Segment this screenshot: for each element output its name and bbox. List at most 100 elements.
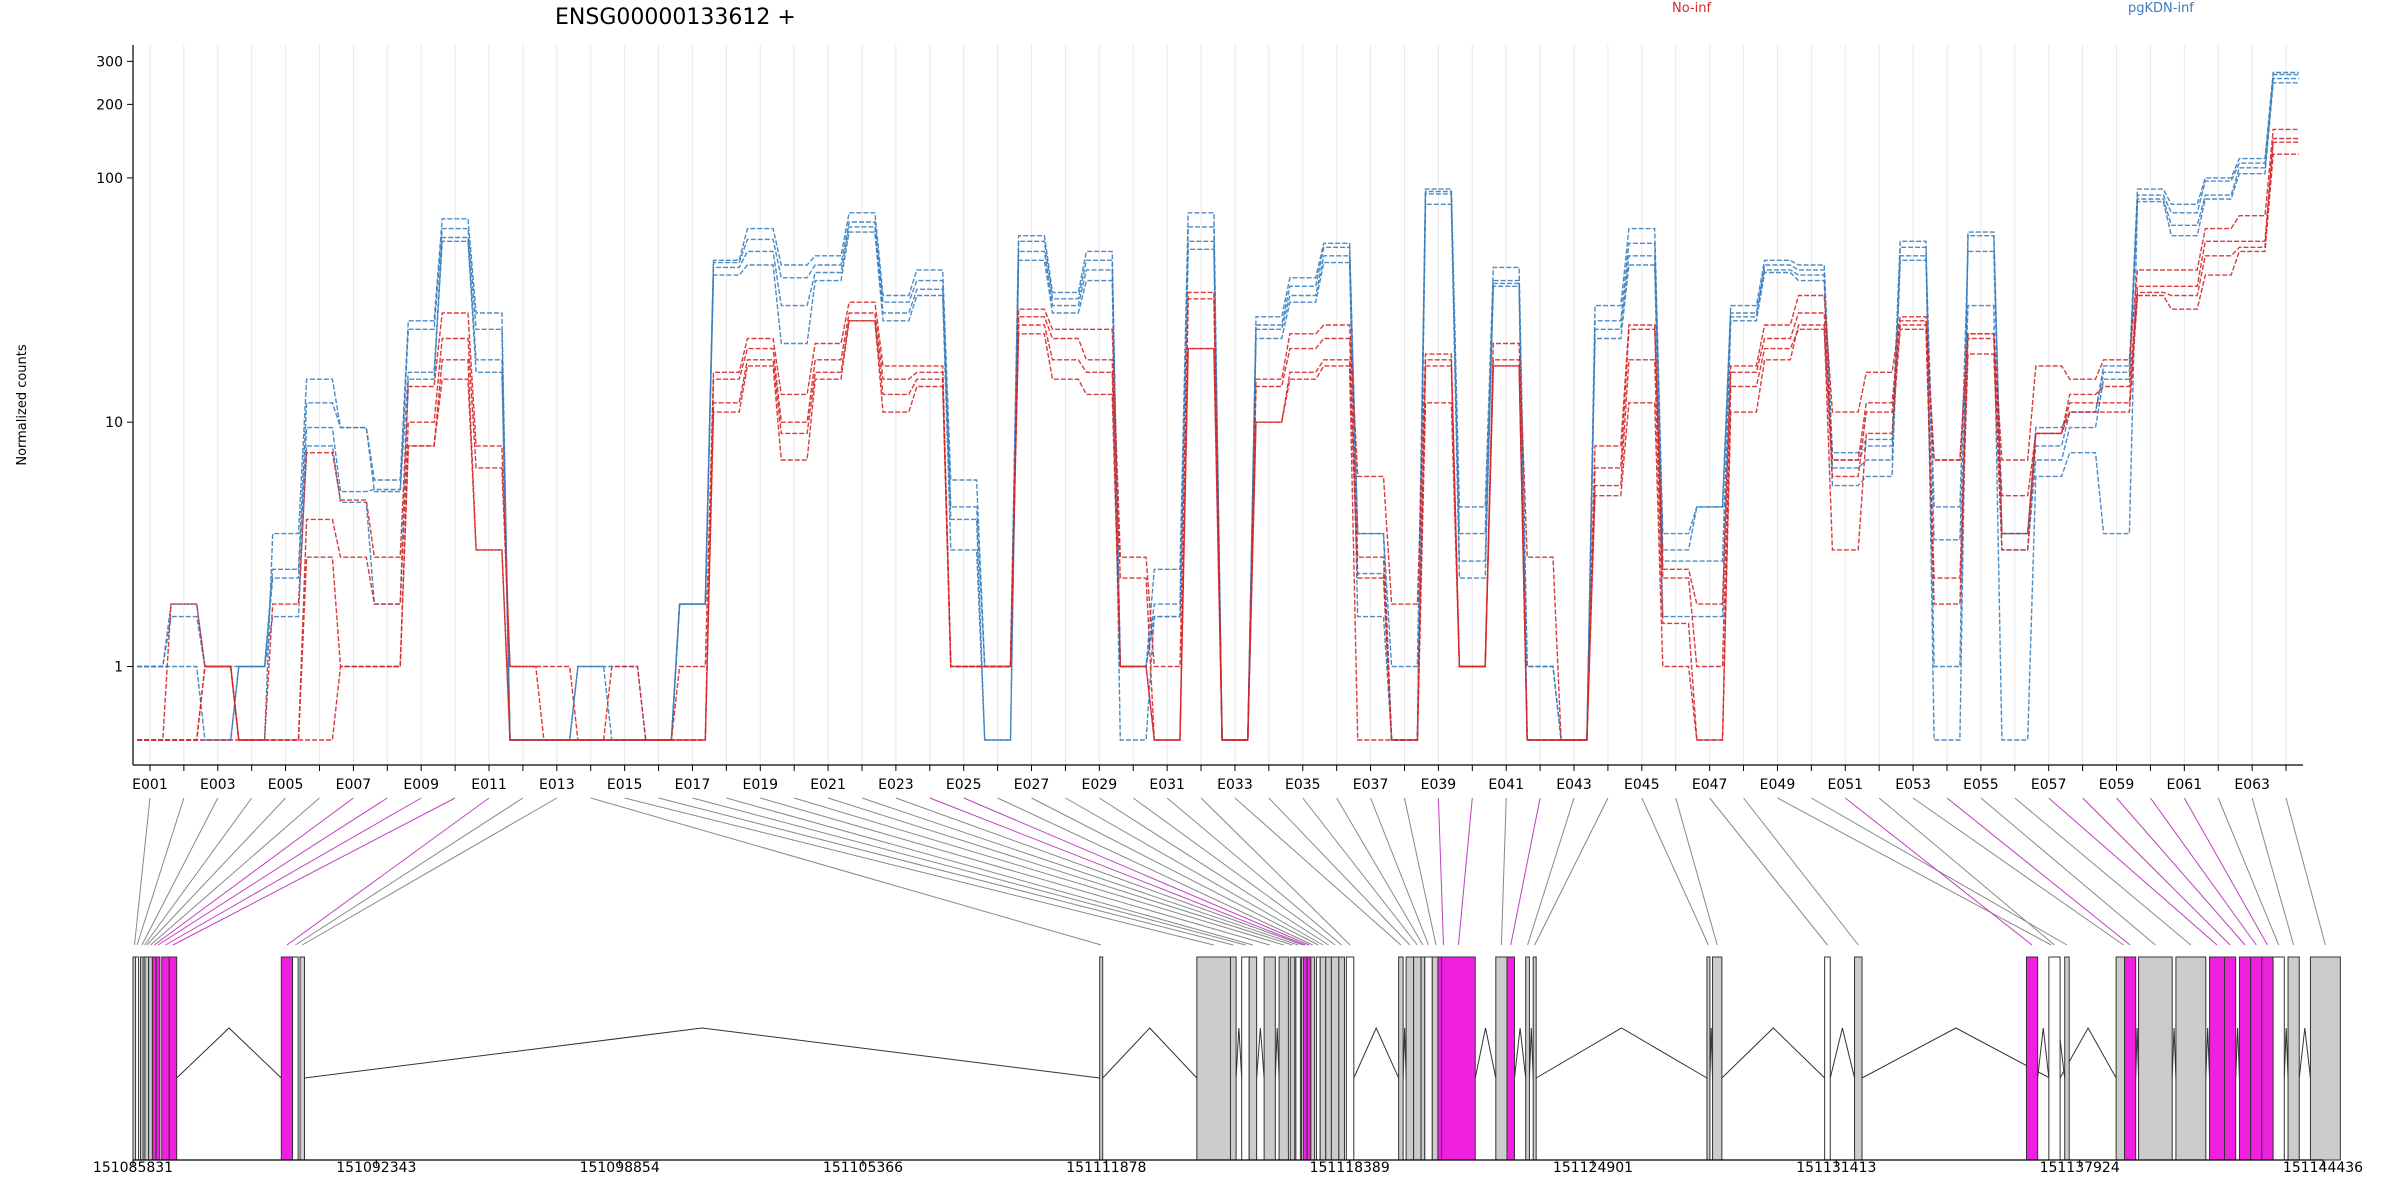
intron-connector bbox=[1274, 1027, 1280, 1079]
legend-no-inf: No-inf bbox=[1672, 1, 1711, 16]
exon-box bbox=[1420, 956, 1426, 1161]
exon-tick-label: E015 bbox=[607, 777, 643, 793]
genomic-tick-label: 151092343 bbox=[336, 1160, 416, 1176]
exon-mapping-line bbox=[997, 797, 1313, 946]
exon-mapping-line bbox=[1500, 797, 1507, 946]
intron-connector bbox=[2171, 1027, 2177, 1079]
exon-tick-label: E045 bbox=[1624, 777, 1660, 793]
exon-box bbox=[1302, 956, 1308, 1161]
genomic-tick-label: 151137924 bbox=[2040, 1160, 2120, 1176]
exon-tick-label: E061 bbox=[2167, 777, 2203, 793]
exon-box bbox=[1295, 956, 1301, 1161]
exon-box bbox=[1196, 956, 1231, 1161]
exon-tick-label: E057 bbox=[2031, 777, 2067, 793]
exon-mapping-line bbox=[760, 797, 1270, 946]
exon-mapping-line bbox=[624, 797, 1214, 946]
exon-box bbox=[155, 956, 161, 1161]
exon-box bbox=[1405, 956, 1415, 1161]
exon-box bbox=[1424, 956, 1433, 1161]
exon-mapping-line bbox=[1878, 797, 2055, 946]
y-tick-label: 10 bbox=[105, 415, 123, 431]
intron-connector bbox=[1721, 1027, 1825, 1079]
exon-mapping-line bbox=[861, 797, 1299, 946]
exon-box bbox=[1413, 956, 1422, 1161]
exon-mapping-line bbox=[1370, 797, 1430, 946]
exon-tick-label: E043 bbox=[1556, 777, 1592, 793]
exon-mapping-line bbox=[1912, 797, 2124, 946]
exon-mapping-line bbox=[1709, 797, 1828, 946]
intron-connector bbox=[2298, 1027, 2311, 1079]
series-line-pgkdn-inf bbox=[137, 71, 2299, 741]
exon-box bbox=[135, 956, 140, 1161]
grid-lines bbox=[149, 45, 2287, 765]
exon-mapping-line bbox=[1302, 797, 1418, 946]
exon-box bbox=[2138, 956, 2173, 1161]
exon-tick-label: E047 bbox=[1692, 777, 1728, 793]
exon-tick-label: E055 bbox=[1963, 777, 1999, 793]
intron-connector bbox=[1102, 1027, 1198, 1079]
exon-mapping-line bbox=[134, 797, 151, 946]
exon-box bbox=[299, 956, 305, 1161]
y-tick-label: 200 bbox=[96, 97, 123, 113]
exon-mapping-line bbox=[1675, 797, 1718, 946]
exon-box bbox=[1306, 956, 1312, 1161]
exon-tick-label: E029 bbox=[1082, 777, 1118, 793]
exon-tick-label: E003 bbox=[200, 777, 236, 793]
series-line-pgkdn-inf bbox=[137, 73, 2299, 741]
exon-mapping-lines bbox=[134, 797, 2326, 946]
exon-box bbox=[1315, 956, 1321, 1161]
exon-mapping-line bbox=[827, 797, 1293, 946]
exon-box bbox=[1495, 956, 1508, 1161]
exon-mapping-line bbox=[1534, 797, 1609, 946]
exon-mapping-line bbox=[1336, 797, 1424, 946]
exon-box bbox=[1248, 956, 1258, 1161]
genomic-tick-label: 151144436 bbox=[2283, 1160, 2363, 1176]
exon-box bbox=[144, 956, 150, 1161]
exon-mapping-line bbox=[157, 797, 388, 946]
exon-mapping-line bbox=[1200, 797, 1351, 946]
y-axis-label: Normalized counts bbox=[15, 344, 30, 466]
exon-tick-label: E025 bbox=[946, 777, 982, 793]
exon-box bbox=[1706, 956, 1711, 1161]
intron-connector bbox=[1256, 1027, 1265, 1079]
exon-mapping-line bbox=[2285, 797, 2326, 946]
exon-ticks: E001 E003 E005 E007 E009 E011 E013 E015 E017 E019… bbox=[132, 765, 2287, 793]
exon-mapping-line bbox=[1980, 797, 2156, 946]
exon-box bbox=[2238, 956, 2252, 1161]
legend-pgkdn-inf: pgKDN-inf bbox=[2128, 1, 2194, 16]
exon-tick-label: E039 bbox=[1421, 777, 1457, 793]
exon-mapping-line bbox=[1065, 797, 1324, 946]
exon-mapping-line bbox=[301, 797, 558, 946]
exon-tick-label: E007 bbox=[336, 777, 372, 793]
intron-connector bbox=[2205, 1027, 2211, 1079]
genomic-tick-label: 151124901 bbox=[1553, 1160, 1633, 1176]
exon-mapping-line bbox=[895, 797, 1304, 946]
exon-tick-label: E037 bbox=[1353, 777, 1389, 793]
exon-mapping-line bbox=[2217, 797, 2280, 946]
exon-box bbox=[2209, 956, 2225, 1161]
y-tick-label: 1 bbox=[114, 659, 123, 675]
exon-tick-label: E027 bbox=[1014, 777, 1050, 793]
exon-box bbox=[1278, 956, 1289, 1161]
exon-tick-label: E011 bbox=[471, 777, 507, 793]
genomic-tick-label: 151098854 bbox=[580, 1160, 660, 1176]
exon-mapping-line bbox=[1403, 797, 1437, 946]
genomic-axis: 151085831 151092343 151098854 151105366 1511… bbox=[93, 1159, 2363, 1176]
exon-box bbox=[1441, 956, 1476, 1161]
intron-connector bbox=[1535, 1027, 1708, 1079]
exon-mapping-line bbox=[2251, 797, 2295, 946]
exon-box bbox=[1263, 956, 1276, 1161]
exon-box bbox=[280, 956, 294, 1161]
exon-tick-label: E031 bbox=[1149, 777, 1185, 793]
intron-connector bbox=[176, 1027, 282, 1079]
exon-tick-label: E041 bbox=[1488, 777, 1524, 793]
exon-mapping-line bbox=[2082, 797, 2231, 946]
exon-box bbox=[1330, 956, 1340, 1161]
exon-mapping-line bbox=[1099, 797, 1329, 946]
y-tick-label: 300 bbox=[96, 54, 123, 70]
intron-connector bbox=[1474, 1027, 1497, 1079]
exon-mapping-line bbox=[144, 797, 253, 946]
exon-mapping-line bbox=[2048, 797, 2218, 946]
exon-tick-label: E051 bbox=[1827, 777, 1863, 793]
